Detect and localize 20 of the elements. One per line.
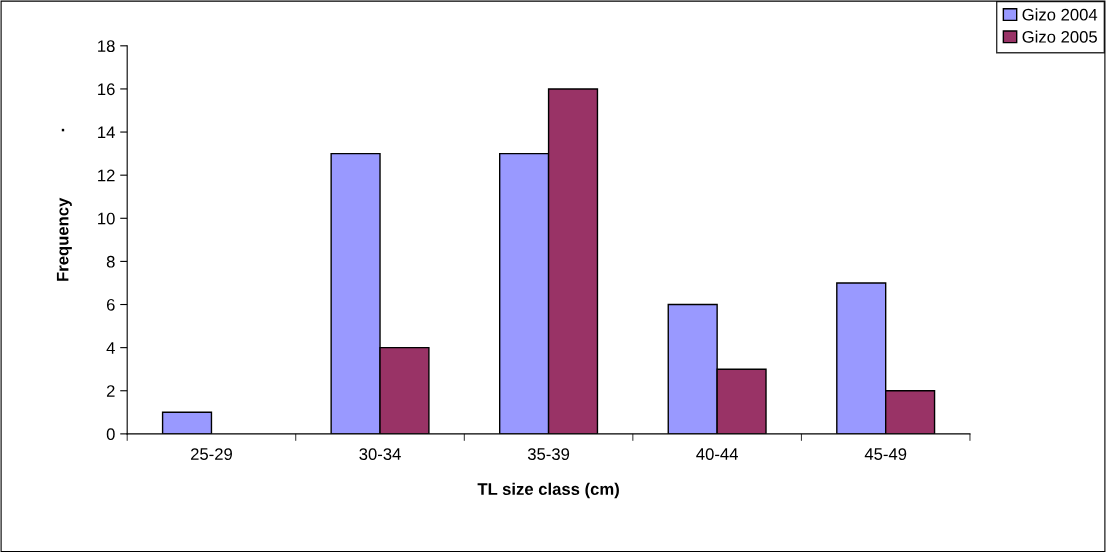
y-tick-label: 12 [98, 169, 115, 182]
y-tick-label: 6 [106, 298, 115, 311]
legend-label: Gizo 2005 [1022, 30, 1097, 43]
x-axis-title: TL size class (cm) [477, 482, 619, 499]
y-tick-label: 10 [98, 212, 115, 225]
x-tick-label: 40-44 [696, 448, 738, 460]
y-tick-label: 14 [98, 126, 115, 139]
y-tick-label: 18 [98, 40, 115, 53]
y-tick-label: 16 [98, 83, 115, 96]
y-tick-label: 8 [106, 255, 115, 268]
x-tick-label: 45-49 [864, 448, 907, 460]
x-tick-label: 25-29 [190, 448, 232, 460]
y-tick-label: 0 [106, 428, 115, 441]
y-axis-title: Frequency [56, 197, 72, 281]
y-tick-label: 4 [106, 342, 115, 354]
text: . [61, 128, 65, 132]
x-tick-label: 35-39 [527, 448, 570, 460]
y-tick-label: 2 [106, 385, 115, 397]
x-tick-label: 30-34 [359, 448, 401, 460]
legend-label: Gizo 2004 [1022, 8, 1098, 21]
